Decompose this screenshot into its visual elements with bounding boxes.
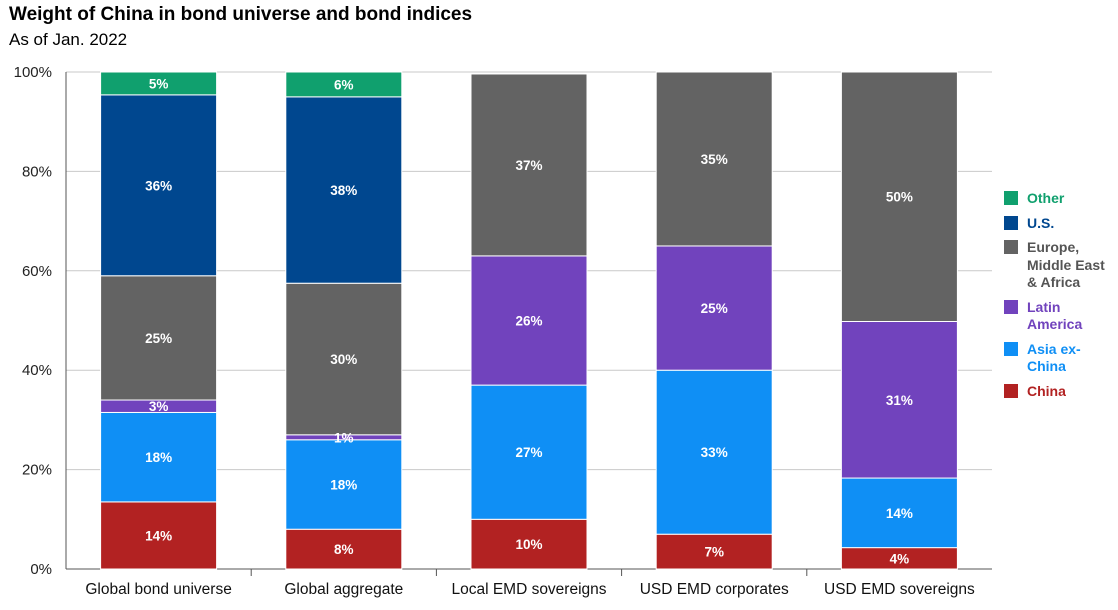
legend-label: Other [1027, 190, 1065, 206]
chart-title: Weight of China in bond universe and bon… [9, 4, 473, 25]
data-label: 33% [701, 445, 728, 460]
legend-swatch [1004, 341, 1018, 356]
data-label: 35% [701, 152, 728, 167]
data-label: 3% [149, 399, 169, 414]
data-label: 36% [145, 178, 172, 193]
bar-segment [100, 411, 218, 503]
x-category-label: USD EMD sovereigns [824, 581, 975, 598]
data-label: 6% [334, 77, 354, 92]
data-label: 14% [145, 528, 172, 543]
data-label: 18% [330, 478, 357, 493]
legend-swatch [1004, 191, 1018, 205]
bar-segment [655, 369, 773, 535]
y-tick-label: 0% [30, 561, 52, 578]
y-tick-label: 40% [22, 362, 52, 379]
bar-segment [840, 320, 958, 479]
x-category-label: Global aggregate [284, 581, 403, 598]
legend-label: China [1027, 382, 1066, 399]
bar-segment [285, 96, 403, 284]
x-category-label: USD EMD corporates [640, 581, 789, 598]
y-tick-label: 60% [22, 263, 52, 280]
bar-segment [285, 528, 403, 570]
data-label: 18% [145, 450, 172, 465]
legend-label: Europe, Middle East & Africa [1027, 239, 1105, 290]
bar-segment [655, 71, 773, 247]
bar-segment [840, 477, 958, 549]
data-label: 30% [330, 352, 357, 367]
bar-segment [285, 439, 403, 530]
data-label: 10% [515, 537, 542, 552]
legend-swatch [1004, 299, 1018, 314]
data-label: 31% [886, 393, 913, 408]
data-label: 27% [515, 445, 542, 460]
bar-segment [470, 255, 588, 386]
data-label: 37% [515, 158, 542, 173]
chart-subtitle: As of Jan. 2022 [9, 30, 128, 49]
bar-segment [470, 73, 588, 257]
data-label: 50% [886, 190, 913, 205]
bar-segment [100, 501, 218, 570]
bars [100, 71, 958, 570]
legend-swatch [1004, 215, 1018, 230]
data-label: 1% [334, 430, 354, 445]
data-label: 7% [704, 545, 724, 560]
data-label: 4% [890, 551, 910, 566]
legend-label: Latin America [1027, 298, 1083, 333]
legend-label: U.S. [1027, 214, 1055, 231]
bar-segment [100, 71, 218, 96]
data-label: 25% [701, 301, 728, 316]
y-tick-label: 20% [22, 462, 52, 479]
legend-swatch [1004, 383, 1018, 398]
bar-segment [100, 94, 218, 277]
bar-segment [285, 282, 403, 436]
x-category-label: Global bond universe [85, 581, 232, 598]
legend-swatch [1004, 240, 1018, 254]
data-labels: 14% 18% 3% 25% 36% 5% 8% 18% 1% 30% 38% 6% 10% 27% 26%… [145, 76, 913, 566]
data-label: 8% [334, 542, 354, 557]
bar-segment [655, 245, 773, 371]
data-label: 26% [515, 314, 542, 329]
bar-segment [100, 275, 218, 401]
bar-segment [470, 384, 588, 520]
x-category-label: Local EMD sovereigns [451, 581, 606, 598]
data-label: 14% [886, 506, 913, 521]
data-label: 38% [330, 183, 357, 198]
bar-segment [840, 71, 958, 322]
y-tick-label: 100% [14, 64, 52, 81]
legend-label: Asia ex- China [1027, 340, 1081, 375]
axes: 0% 20% 40% 60% 80% 100% Global bond universe Gl… [14, 64, 992, 598]
data-label: 5% [149, 76, 169, 91]
y-tick-label: 80% [22, 163, 52, 180]
data-label: 25% [145, 331, 172, 346]
bar-segment [285, 71, 403, 98]
